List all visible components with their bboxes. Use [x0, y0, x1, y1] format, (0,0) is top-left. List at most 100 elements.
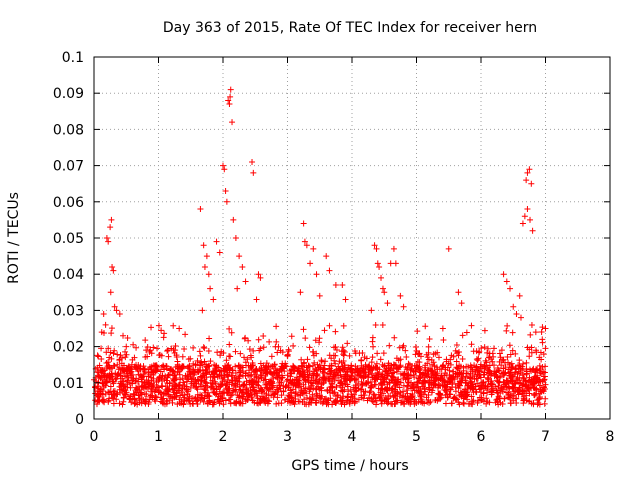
- data-point: [304, 356, 311, 363]
- data-point: [413, 347, 420, 354]
- data-point: [342, 375, 349, 382]
- data-point: [542, 395, 549, 402]
- data-point: [239, 263, 246, 270]
- data-point: [165, 391, 172, 398]
- data-point: [122, 354, 129, 361]
- data-point: [379, 371, 386, 378]
- data-point: [496, 350, 503, 357]
- data-point: [110, 400, 117, 407]
- data-point: [318, 357, 325, 364]
- data-point: [530, 377, 537, 384]
- data-point: [303, 242, 310, 249]
- data-point: [110, 350, 117, 357]
- data-point: [152, 393, 159, 400]
- data-point: [232, 384, 239, 391]
- data-point: [471, 376, 478, 383]
- data-point: [474, 399, 481, 406]
- data-point: [417, 398, 424, 405]
- data-point: [108, 330, 115, 337]
- data-point: [273, 400, 280, 407]
- data-point: [114, 361, 121, 368]
- data-point: [405, 399, 412, 406]
- data-point: [420, 379, 427, 386]
- data-point: [273, 369, 280, 376]
- data-point: [92, 383, 99, 390]
- data-point: [455, 364, 462, 371]
- data-point: [540, 351, 547, 358]
- data-point: [396, 393, 403, 400]
- data-point: [509, 329, 516, 336]
- data-point: [180, 379, 187, 386]
- data-point: [506, 384, 513, 391]
- data-point: [298, 387, 305, 394]
- data-point: [288, 333, 295, 340]
- data-point: [365, 369, 372, 376]
- data-point: [445, 245, 452, 252]
- data-point: [526, 390, 533, 397]
- data-point: [127, 384, 134, 391]
- data-point: [460, 400, 467, 407]
- data-point: [483, 395, 490, 402]
- data-point: [199, 361, 206, 368]
- data-point: [455, 385, 462, 392]
- data-point: [127, 370, 134, 376]
- data-point: [533, 385, 540, 392]
- y-tick-label: 0: [75, 412, 84, 428]
- data-point: [535, 379, 542, 386]
- data-point: [529, 227, 536, 234]
- data-point: [178, 400, 185, 407]
- data-point: [538, 356, 545, 363]
- data-point: [115, 366, 122, 373]
- data-point: [348, 372, 355, 379]
- data-point: [516, 357, 523, 364]
- data-point: [273, 384, 280, 391]
- data-point: [227, 93, 234, 100]
- data-point: [170, 322, 177, 329]
- data-point: [397, 379, 404, 386]
- data-point: [245, 337, 252, 344]
- data-point: [262, 364, 269, 371]
- data-point: [346, 400, 353, 407]
- data-point: [292, 389, 299, 396]
- data-point: [179, 353, 186, 360]
- data-point: [108, 373, 115, 380]
- data-point: [131, 363, 138, 370]
- data-point: [131, 400, 138, 407]
- data-point: [258, 367, 265, 374]
- data-point: [393, 355, 400, 362]
- data-point: [117, 389, 124, 396]
- data-point: [165, 353, 172, 360]
- data-point: [96, 362, 103, 369]
- data-point: [182, 372, 189, 379]
- data-point: [269, 384, 276, 391]
- data-point: [390, 374, 397, 381]
- data-point: [201, 263, 208, 270]
- data-point: [370, 394, 377, 401]
- data-point: [366, 395, 373, 402]
- data-point: [157, 368, 164, 375]
- data-point: [301, 359, 308, 366]
- data-point: [255, 375, 262, 382]
- data-point: [514, 389, 521, 396]
- data-point: [190, 344, 197, 351]
- data-point: [295, 365, 302, 372]
- data-point: [242, 334, 249, 341]
- data-point: [117, 352, 124, 359]
- data-point: [323, 374, 330, 381]
- data-point: [321, 327, 328, 334]
- data-point: [342, 296, 349, 303]
- data-point: [262, 373, 269, 380]
- data-point: [236, 373, 243, 380]
- data-point: [176, 325, 183, 332]
- data-point: [157, 398, 164, 405]
- data-point: [482, 357, 489, 364]
- data-point: [196, 348, 203, 355]
- data-point: [390, 245, 397, 252]
- data-point: [302, 335, 309, 342]
- data-point: [124, 334, 131, 341]
- data-point: [105, 238, 112, 245]
- data-point: [161, 330, 168, 337]
- data-point: [200, 242, 207, 249]
- data-point: [400, 303, 407, 310]
- data-point: [344, 340, 351, 347]
